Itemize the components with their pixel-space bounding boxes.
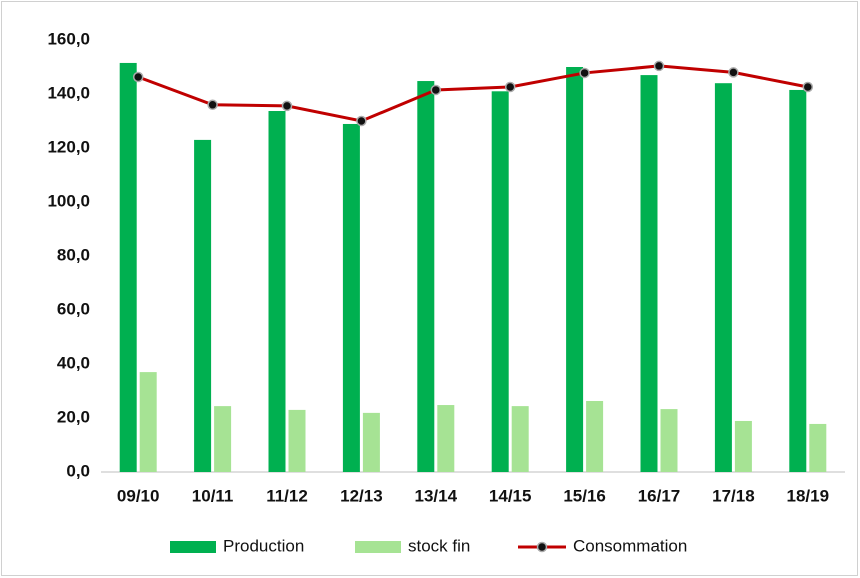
bar: [809, 423, 827, 472]
bar: [362, 412, 380, 472]
bar: [734, 420, 752, 472]
y-tick-label: 40,0: [57, 353, 90, 372]
bar: [511, 406, 529, 472]
line: [137, 64, 809, 123]
bar: [660, 409, 678, 472]
line-marker: [281, 100, 293, 112]
y-tick-label: 140,0: [47, 83, 90, 102]
x-tick-label: 12/13: [340, 486, 383, 505]
y-tick-label: 60,0: [57, 299, 90, 318]
x-tick-label: 13/14: [415, 486, 458, 505]
line-marker: [579, 67, 590, 79]
line-marker: [207, 99, 218, 111]
bar: [714, 83, 732, 472]
bar: [288, 409, 306, 472]
bar: [268, 111, 286, 472]
y-tick-label: 20,0: [57, 407, 90, 426]
bar: [491, 91, 509, 473]
line-marker: [430, 84, 442, 96]
bar: [194, 139, 212, 472]
line-marker: [728, 67, 739, 78]
bar: [437, 405, 455, 472]
bar: [214, 406, 232, 472]
bar: [342, 123, 360, 472]
bar: [119, 62, 137, 472]
legend-marker: [536, 541, 548, 553]
bar: [566, 67, 584, 472]
x-tick-label: 11/12: [266, 486, 308, 505]
legend-swatch: [355, 541, 401, 553]
bar: [139, 372, 157, 472]
x-tick-label: 10/11: [192, 486, 234, 505]
legend-label: Production: [223, 536, 304, 555]
legend-label: stock fin: [408, 536, 470, 555]
x-tick-label: 15/16: [563, 486, 606, 505]
legend-label: Consommation: [573, 536, 687, 555]
y-tick-label: 80,0: [57, 245, 90, 264]
line-marker: [802, 81, 814, 93]
y-tick-label: 120,0: [47, 137, 90, 156]
x-tick-label: 18/19: [787, 486, 830, 505]
bar: [417, 81, 435, 472]
legend-swatch: [170, 541, 216, 553]
x-tick-label: 14/15: [489, 486, 532, 505]
line-marker: [132, 71, 144, 83]
x-tick-label: 16/17: [638, 486, 681, 505]
x-tick-label: 09/10: [117, 486, 160, 505]
line-marker: [504, 81, 516, 93]
y-tick-label: 160,0: [47, 29, 90, 48]
line-marker: [653, 60, 665, 72]
y-tick-label: 0,0: [66, 461, 90, 480]
x-tick-label: 17/18: [712, 486, 755, 505]
line-marker: [356, 115, 367, 127]
bar: [640, 75, 658, 472]
bar: [586, 400, 604, 472]
y-tick-label: 100,0: [47, 191, 90, 210]
bar: [789, 89, 807, 472]
